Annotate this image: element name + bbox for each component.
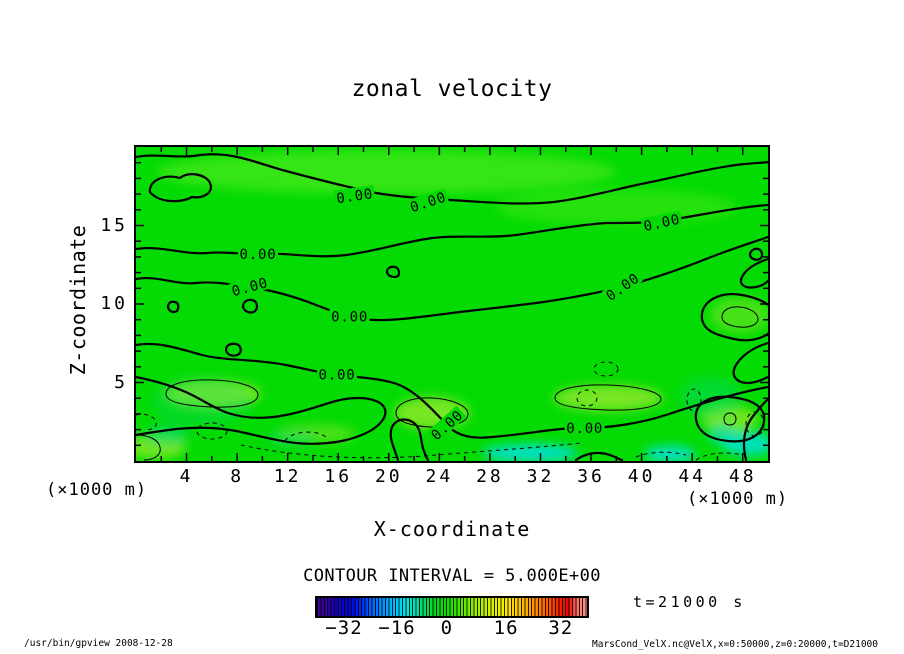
colorbar-tick-label: −16 [378,617,416,639]
axis-tick-marks [136,147,768,461]
contour-plot-svg: 0.00 0.000.000.000.000.000.000.000.00 0.00 [126,147,778,462]
chart-title: zonal velocity [351,76,553,102]
x-tick-label: 12 [273,466,302,487]
svg-text:0.00: 0.00 [642,212,681,235]
x-tick-label: 28 [476,466,504,487]
x-tick-label: 4 [179,466,194,487]
x-tick-label: 40 [627,466,656,487]
x-axis-unit: (×1000 m) [687,489,789,509]
x-tick-label: 16 [324,466,353,487]
colorbar-tick-label: 0 [440,617,454,639]
y-tick-label: 15 [100,214,128,236]
colorbar-tick-label: −32 [325,617,363,639]
x-tick-label: 36 [577,466,605,487]
minus5-contour-lines [135,361,765,461]
colorbar-gradient [317,598,587,616]
x-axis-label: X-coordinate [373,517,531,541]
contour-label: 0.00 [333,184,376,207]
x-tick-label: 20 [374,466,403,487]
x-tick-label: 32 [526,466,555,487]
x-tick-label: 44 [678,466,706,487]
contour-plot: 0.00 0.00 0.00 0.00 0.00 0.00 0.00 0.00 0.00 0.00 [126,145,778,463]
x-tick-label: 24 [425,466,454,487]
x-tick-label: 8 [230,466,245,487]
colorbar-tick-label: 32 [548,617,574,639]
y-axis-unit: (×1000 m) [46,480,148,500]
footer-command: /usr/bin/gpview 2008-12-28 [24,638,173,649]
plus5-contour-lines [135,306,759,461]
svg-text:0.00: 0.00 [240,247,277,263]
contour-label: 0.00 [329,308,370,326]
svg-text:0.00: 0.00 [566,421,603,437]
time-label: t=21000 s [633,593,746,611]
contour-label: 0.00 [317,366,357,384]
svg-text:0.00: 0.00 [319,368,356,384]
contour-label: 0.00 [238,245,278,263]
footer-datasource: MarsCond_VelX.nc@VelX,x=0:50000,z=0:2000… [592,639,878,650]
y-tick-label: 5 [114,371,128,393]
y-tick-label: 10 [100,293,128,314]
contour-label: 0.00 [640,210,683,235]
colorbar-tick-label: 16 [493,617,519,639]
zero-contour-lines [134,153,778,462]
x-tick-label: 48 [728,466,757,487]
svg-text:0.00: 0.00 [335,186,374,207]
svg-text:0.00: 0.00 [331,310,368,326]
y-axis-label: Z-coordinate [66,224,90,376]
fill-patches [126,150,774,462]
contour-label: 0.00 [564,420,605,437]
contour-interval-label: CONTOUR INTERVAL = 5.000E+00 [303,566,601,586]
colorbar [315,596,589,618]
